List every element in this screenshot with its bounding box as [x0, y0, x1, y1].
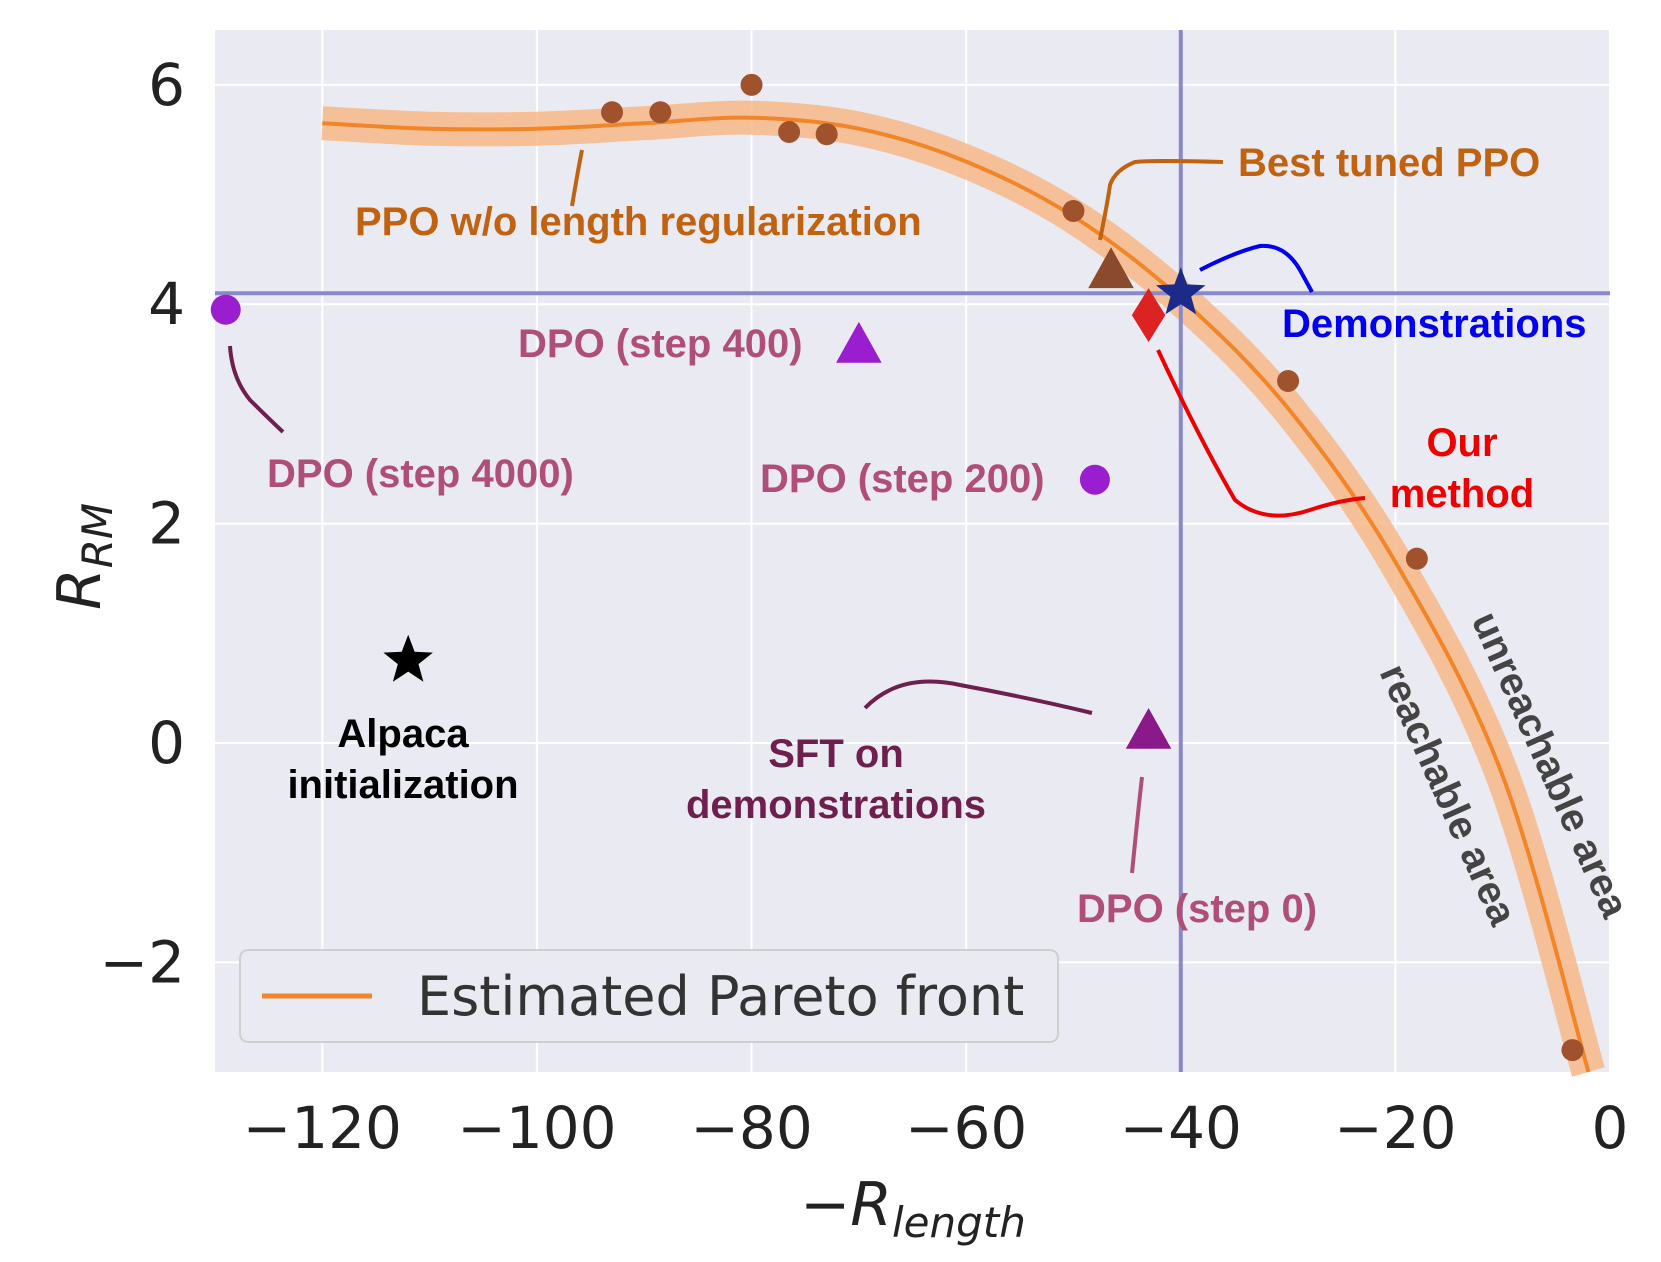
- y-tick-label-3: 4: [148, 270, 185, 338]
- x-axis-title-sub: length: [892, 1198, 1026, 1247]
- annotation-dpo-0: DPO (step 0): [1077, 887, 1317, 931]
- annotation-demonstrations: Demonstrations: [1282, 302, 1587, 346]
- y-tick-label-1: 0: [148, 709, 185, 777]
- x-tick-label-4: −40: [1120, 1094, 1242, 1162]
- x-tick-label-5: −20: [1334, 1094, 1456, 1162]
- y-axis-title-main: R: [45, 568, 115, 610]
- x-tick-labels: −120 −100 −80 −60 −40 −20 0: [243, 1094, 1629, 1162]
- x-tick-label-0: −120: [243, 1094, 402, 1162]
- annotation-sft-line2: demonstrations: [686, 783, 986, 827]
- annotation-dpo-4000: DPO (step 4000): [267, 452, 574, 496]
- x-axis-title-main: −R: [800, 1170, 892, 1240]
- ppo-point-5: [1062, 200, 1084, 222]
- ppo-point-0: [601, 101, 623, 123]
- x-tick-label-2: −80: [690, 1094, 812, 1162]
- ppo-point-1: [649, 101, 671, 123]
- ppo-point-4: [816, 123, 838, 145]
- annotation-sft-line1: SFT on: [768, 732, 904, 776]
- ppo-point-8: [1561, 1039, 1583, 1061]
- marker-dpo-step-4000: [211, 295, 241, 325]
- y-tick-label-4: 6: [148, 51, 185, 119]
- ppo-point-7: [1406, 548, 1428, 570]
- annotation-our-method-line2: method: [1390, 472, 1534, 516]
- marker-dpo-step-200: [1080, 465, 1110, 495]
- legend: Estimated Pareto front: [240, 950, 1058, 1042]
- annotation-our-method-line1: Our: [1426, 421, 1497, 465]
- y-axis-title-sub: RM: [73, 503, 122, 568]
- annotation-best-ppo: Best tuned PPO: [1238, 141, 1540, 185]
- y-axis-title: RRM: [45, 503, 122, 610]
- y-tick-label-0: −2: [100, 928, 186, 996]
- x-tick-label-6: 0: [1592, 1094, 1629, 1162]
- annotation-alpaca-line2: initialization: [287, 763, 518, 807]
- legend-entry-pareto: Estimated Pareto front: [417, 965, 1024, 1028]
- annotation-dpo-400: DPO (step 400): [518, 322, 803, 366]
- x-tick-label-3: −60: [905, 1094, 1027, 1162]
- annotation-alpaca-line1: Alpaca: [337, 712, 469, 756]
- ppo-point-2: [741, 74, 763, 96]
- annotation-ppo-no-length: PPO w/o length regularization: [355, 200, 922, 244]
- x-axis-title: −Rlength: [800, 1170, 1026, 1247]
- annotation-dpo-200: DPO (step 200): [760, 457, 1045, 501]
- ppo-point-6: [1277, 370, 1299, 392]
- y-tick-label-2: 2: [148, 490, 185, 558]
- x-tick-label-1: −100: [457, 1094, 616, 1162]
- ppo-point-3: [778, 121, 800, 143]
